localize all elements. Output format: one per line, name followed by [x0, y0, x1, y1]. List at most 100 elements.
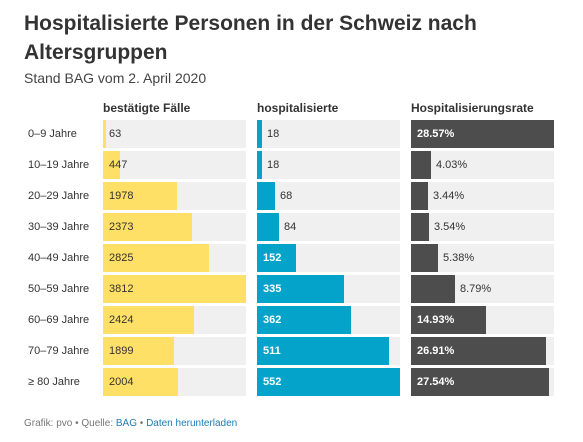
bar-track-rate: 26.91%	[411, 337, 554, 365]
bar-track-hospitalized: 18	[257, 151, 400, 179]
bar-cases	[103, 306, 194, 334]
bar-cases	[103, 120, 106, 148]
footer-credit: Grafik: pvo • Quelle:	[24, 418, 116, 429]
bar-hospitalized	[257, 306, 351, 334]
value-label-hospitalized: 18	[267, 128, 280, 140]
bar-cases	[103, 244, 209, 272]
row-label: 0–9 Jahre	[28, 128, 77, 140]
bar-rate	[411, 213, 429, 241]
value-label-hospitalized: 362	[263, 314, 282, 326]
value-label-rate: 26.91%	[417, 345, 455, 357]
column-header-cases: bestätigte Fälle	[103, 101, 191, 115]
row-label: 30–39 Jahre	[28, 221, 90, 233]
row-label: 60–69 Jahre	[28, 314, 90, 326]
bar-cases	[103, 368, 178, 396]
row-label: 50–59 Jahre	[28, 283, 90, 295]
bar-track-rate: 28.57%	[411, 120, 554, 148]
bar-hospitalized	[257, 368, 400, 396]
bar-track-rate: 3.44%	[411, 182, 554, 210]
bar-cases	[103, 182, 177, 210]
bar-track-rate: 27.54%	[411, 368, 554, 396]
value-label-rate: 3.44%	[433, 190, 465, 202]
value-label-rate: 5.38%	[443, 252, 475, 264]
bar-rate	[411, 306, 486, 334]
download-data-link[interactable]: Daten herunterladen	[146, 418, 238, 429]
value-label-cases: 2004	[109, 376, 134, 388]
bar-track-cases: 1978	[103, 182, 246, 210]
bar-track-rate: 4.03%	[411, 151, 554, 179]
bar-track-rate: 14.93%	[411, 306, 554, 334]
bar-cases	[103, 213, 192, 241]
value-label-hospitalized: 335	[263, 283, 282, 295]
value-label-cases: 2424	[109, 314, 134, 326]
value-label-cases: 2825	[109, 252, 134, 264]
column-header-hospitalized: hospitalisierte	[257, 101, 339, 115]
bar-track-cases: 447	[103, 151, 246, 179]
value-label-hospitalized: 68	[280, 190, 293, 202]
bar-track-cases: 2004	[103, 368, 246, 396]
bar-hospitalized	[257, 275, 344, 303]
value-label-cases: 447	[109, 159, 128, 171]
bar-track-hospitalized: 84	[257, 213, 400, 241]
value-label-hospitalized: 18	[267, 159, 280, 171]
chart-footer: Grafik: pvo • Quelle: BAG • Daten herunt…	[24, 418, 237, 429]
value-label-cases: 2373	[109, 221, 134, 233]
row-label: 70–79 Jahre	[28, 345, 90, 357]
value-label-hospitalized: 152	[263, 252, 282, 264]
bar-track-hospitalized: 18	[257, 120, 400, 148]
bar-track-hospitalized: 68	[257, 182, 400, 210]
bar-hospitalized	[257, 244, 296, 272]
bar-track-cases: 63	[103, 120, 246, 148]
value-label-cases: 1899	[109, 345, 134, 357]
bar-track-hospitalized: 362	[257, 306, 400, 334]
bar-rate	[411, 368, 549, 396]
bar-rate	[411, 120, 554, 148]
bar-track-hospitalized: 552	[257, 368, 400, 396]
bar-rate	[411, 151, 431, 179]
value-label-cases: 63	[109, 128, 122, 140]
bar-hospitalized	[257, 337, 389, 365]
value-label-rate: 14.93%	[417, 314, 455, 326]
value-label-rate: 8.79%	[460, 283, 492, 295]
bar-hospitalized	[257, 213, 279, 241]
bar-track-rate: 5.38%	[411, 244, 554, 272]
bar-cases	[103, 151, 120, 179]
bar-hospitalized	[257, 182, 275, 210]
value-label-rate: 4.03%	[436, 159, 468, 171]
value-label-hospitalized: 511	[263, 345, 281, 357]
bar-track-hospitalized: 152	[257, 244, 400, 272]
bar-track-cases: 2424	[103, 306, 246, 334]
bar-rate	[411, 275, 455, 303]
row-label: 40–49 Jahre	[28, 252, 90, 264]
bar-track-cases: 2373	[103, 213, 246, 241]
bar-hospitalized	[257, 120, 262, 148]
bar-track-hospitalized: 511	[257, 337, 400, 365]
bar-rate	[411, 337, 546, 365]
bar-track-rate: 3.54%	[411, 213, 554, 241]
footer-separator: •	[137, 418, 147, 429]
chart-subtitle: Stand BAG vom 2. April 2020	[24, 70, 207, 86]
row-label: 10–19 Jahre	[28, 159, 90, 171]
row-label: 20–29 Jahre	[28, 190, 90, 202]
source-link[interactable]: BAG	[115, 418, 137, 429]
bar-track-cases: 3812	[103, 275, 246, 303]
bar-track-rate: 8.79%	[411, 275, 554, 303]
row-label: ≥ 80 Jahre	[28, 376, 80, 388]
column-header-rate: Hospitalisierungsrate	[411, 101, 534, 115]
value-label-rate: 3.54%	[434, 221, 466, 233]
bar-rate	[411, 182, 428, 210]
value-label-rate: 27.54%	[417, 376, 455, 388]
value-label-hospitalized: 552	[263, 376, 282, 388]
value-label-hospitalized: 84	[284, 221, 297, 233]
bar-cases	[103, 337, 174, 365]
bar-track-hospitalized: 335	[257, 275, 400, 303]
bar-hospitalized	[257, 151, 262, 179]
value-label-rate: 28.57%	[417, 128, 455, 140]
bar-track-cases: 1899	[103, 337, 246, 365]
bar-cases	[103, 275, 246, 303]
value-label-cases: 1978	[109, 190, 134, 202]
value-label-cases: 3812	[109, 283, 134, 295]
bar-track-cases: 2825	[103, 244, 246, 272]
chart-title: Hospitalisierte Personen in der Schweiz …	[24, 12, 477, 64]
bar-rate	[411, 244, 438, 272]
